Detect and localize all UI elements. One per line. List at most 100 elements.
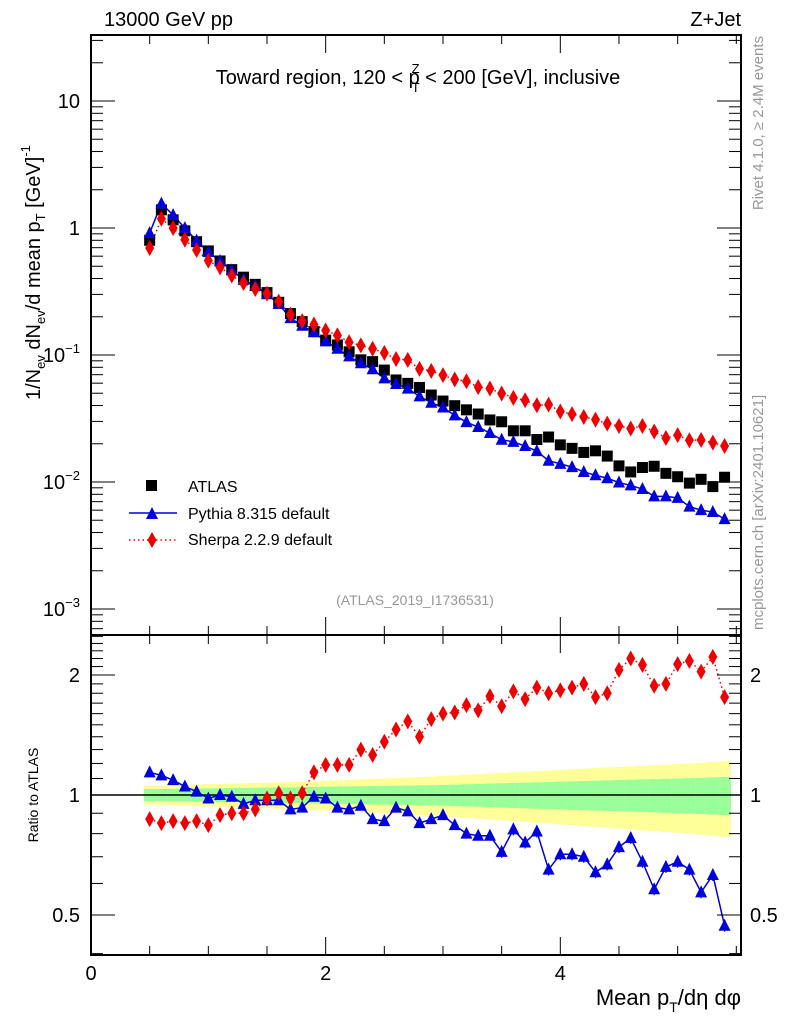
x-tick-label: 2 (320, 963, 331, 985)
main-point-sherpa (391, 351, 401, 368)
ylabel-part: 1/N (23, 369, 45, 400)
ratio-point-pythia (354, 798, 367, 811)
ratio-point-pythia (448, 818, 461, 831)
main-point-sherpa (555, 403, 565, 420)
ratio-point-pythia (390, 800, 403, 813)
stat-uncertainty-band (683, 778, 696, 814)
legend: ATLAS Pythia 8.315 default Sherpa 2.2.9 … (129, 479, 333, 549)
main-point-pythia (190, 233, 203, 246)
ratio-point-sherpa (285, 790, 295, 807)
ratio-point-pythia (190, 784, 203, 797)
main-point-atlas (472, 408, 484, 420)
main-point-pythia (507, 434, 520, 447)
ratio-point-pythia (636, 854, 649, 867)
main-point-pythia (460, 415, 473, 428)
main-point-sherpa (215, 259, 225, 276)
main-point-sherpa (368, 340, 378, 357)
ratio-point-pythia (343, 802, 356, 815)
ratio-point-sherpa (403, 713, 413, 730)
main-point-sherpa (567, 406, 577, 423)
main-point-pythia (659, 489, 672, 502)
main-point-sherpa (473, 379, 483, 396)
ratio-point-sherpa (708, 648, 718, 665)
main-point-sherpa (379, 344, 389, 361)
main-point-sherpa (626, 420, 636, 437)
process-label: Z+Jet (690, 9, 741, 31)
main-point-sherpa (720, 438, 730, 455)
main-point-pythia (202, 245, 215, 258)
main-point-sherpa (661, 430, 671, 447)
main-point-pythia (683, 499, 696, 512)
main-point-sherpa (156, 210, 166, 227)
main-y-axis-label: 1/Nev dNev/d mean pT [GeV]-1 (18, 145, 48, 400)
ratio-point-pythia (425, 812, 438, 825)
ratio-point-sherpa (579, 675, 589, 692)
main-point-pythia (530, 444, 543, 457)
ratio-point-pythia (436, 808, 449, 821)
main-point-atlas (554, 439, 566, 451)
ratio-point-sherpa (567, 679, 577, 696)
ratio-point-pythia (155, 768, 168, 781)
ratio-point-sherpa (673, 656, 683, 673)
main-point-sherpa (344, 334, 354, 351)
main-point-pythia (648, 489, 661, 502)
main-point-sherpa (297, 313, 307, 330)
ratio-point-pythia (401, 804, 414, 817)
y-tick-label: 10−2 (43, 468, 80, 494)
main-point-sherpa (203, 252, 213, 269)
ratio-point-sherpa (145, 811, 155, 828)
ratio-point-pythia (706, 867, 719, 880)
stat-uncertainty-band (718, 776, 731, 816)
stat-uncertainty-band (636, 779, 649, 813)
ratio-point-pythia (519, 835, 532, 848)
ratio-point-sherpa (426, 711, 436, 728)
tick-exponent: −2 (65, 468, 80, 483)
main-point-pythia (624, 478, 637, 491)
main-point-atlas (496, 416, 508, 428)
legend-item-pythia: Pythia 8.315 default (129, 506, 330, 523)
ratio-y-axis-label: Ratio to ATLAS (25, 748, 41, 843)
energy-label: 13000 GeV pp (104, 9, 233, 31)
ratio-point-pythia (143, 765, 156, 778)
main-point-pythia (167, 208, 180, 221)
ratio-point-sherpa (684, 652, 694, 669)
main-point-sherpa (145, 239, 155, 256)
main-point-atlas (378, 364, 390, 376)
main-point-sherpa (708, 434, 718, 451)
main-point-atlas (531, 434, 543, 446)
main-point-sherpa (403, 351, 413, 368)
main-point-sherpa (497, 385, 507, 402)
ratio-point-pythia (530, 824, 543, 837)
main-point-pythia (519, 439, 532, 452)
main-point-atlas (707, 481, 719, 493)
main-point-pythia (612, 475, 625, 488)
legend-marker-diamond (147, 532, 157, 548)
title-sub: T (412, 80, 420, 95)
main-point-atlas (507, 425, 519, 437)
ratio-point-pythia (695, 885, 708, 898)
main-point-sherpa (461, 373, 471, 390)
ratio-point-sherpa (591, 689, 601, 706)
main-point-pythia (671, 490, 684, 503)
main-point-pythia (601, 471, 614, 484)
plot-title: Toward region, 120 < pTZ < 200 [GeV], in… (216, 61, 621, 95)
x-tick-label: 0 (85, 963, 96, 985)
ratio-point-pythia (683, 862, 696, 875)
ratio-point-pythia (671, 854, 684, 867)
tick-base: 10 (43, 599, 65, 621)
y-tick-label: 1 (69, 218, 80, 240)
main-point-atlas (719, 471, 731, 483)
ratio-point-pythia (178, 779, 191, 792)
ratio-point-sherpa (309, 764, 319, 781)
main-point-sherpa (696, 432, 706, 449)
main-point-pythia (143, 226, 156, 239)
main-point-sherpa (637, 418, 647, 435)
main-point-pythia (178, 221, 191, 234)
main-point-atlas (484, 414, 496, 426)
ylabel-part: dN (23, 324, 45, 355)
main-point-pythia (695, 503, 708, 516)
ratio-point-sherpa (461, 697, 471, 714)
main-point-sherpa (332, 327, 342, 344)
xlabel-pre: Mean p (596, 985, 669, 1010)
main-point-pythia (319, 334, 332, 347)
